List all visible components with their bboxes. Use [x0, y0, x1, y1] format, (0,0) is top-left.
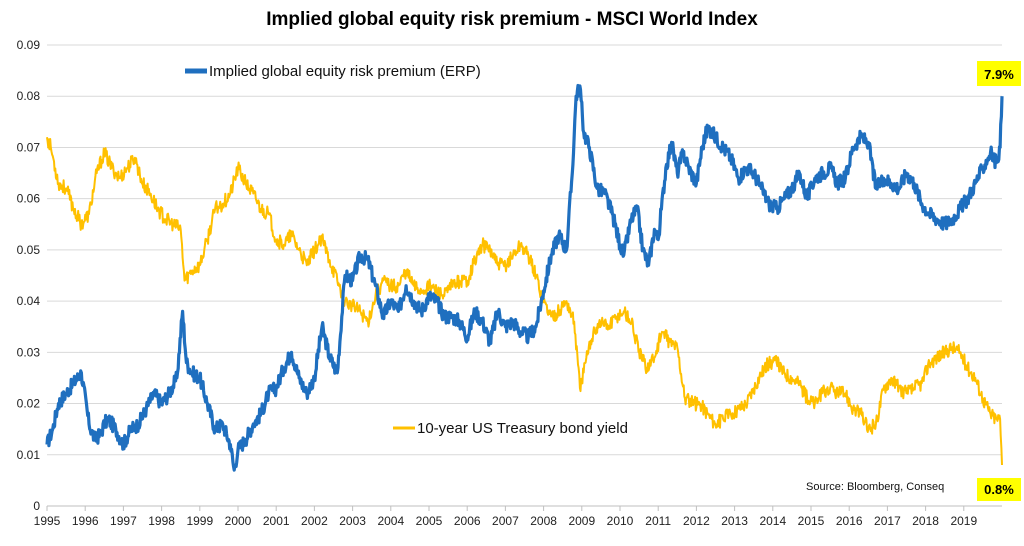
y-tick-label: 0.08: [17, 89, 41, 103]
x-tick-label: 2017: [874, 514, 901, 528]
chart-title: Implied global equity risk premium - MSC…: [266, 9, 758, 30]
series-lines: [45, 83, 1004, 472]
x-tick-label: 2019: [950, 514, 977, 528]
series-line-erp: [45, 83, 1004, 472]
axes: 0 0.01 0.02 0.03 0.04 0.05 0.06 0.07 0.08 0.09 199…: [17, 38, 1002, 528]
x-tick-label: 2016: [836, 514, 863, 528]
erp-callout-label: 7.9%: [984, 67, 1014, 82]
x-tick-label: 2011: [645, 514, 671, 528]
x-tick-label: 2009: [568, 514, 595, 528]
x-tick-label: 2015: [798, 514, 825, 528]
x-tick-label: 2014: [759, 514, 786, 528]
y-tick-label: 0.06: [17, 192, 41, 206]
x-tick-label: 2010: [607, 514, 634, 528]
y-tick-label: 0.09: [17, 38, 41, 52]
y-tick-label: 0.01: [17, 448, 41, 462]
x-tick-label: 2001: [263, 514, 290, 528]
source-note: Source: Bloomberg, Conseq: [806, 481, 944, 493]
x-tick-label: 1996: [72, 514, 99, 528]
annotations: 7.9% 0.8% Source: Bloomberg, Conseq: [806, 61, 1021, 501]
y-tick-label: 0.04: [17, 294, 41, 308]
legend: Implied global equity risk premium (ERP)…: [185, 63, 628, 437]
x-tick-label: 1997: [110, 514, 137, 528]
x-tick-label: 1998: [148, 514, 175, 528]
y-tick-label: 0.03: [17, 345, 41, 359]
y-tick-label: 0.07: [17, 140, 41, 154]
erp-callout-box: [977, 61, 1021, 86]
x-tick-label: 2008: [530, 514, 557, 528]
x-tick-label: 2007: [492, 514, 519, 528]
x-tick-label: 2006: [454, 514, 481, 528]
yield-callout-label: 0.8%: [984, 482, 1014, 497]
x-tick-label: 2003: [339, 514, 366, 528]
x-tick-label: 2013: [721, 514, 748, 528]
y-tick-label: 0.05: [17, 243, 41, 257]
y-tick-label: 0.02: [17, 397, 41, 411]
x-tick-label: 2018: [912, 514, 939, 528]
x-tick-label: 1999: [186, 514, 213, 528]
series-line-yield: [46, 137, 1003, 466]
y-tick-label: 0: [33, 499, 40, 513]
x-tick-label: 2004: [377, 514, 404, 528]
x-tick-label: 2002: [301, 514, 328, 528]
x-tick-label: 2005: [416, 514, 443, 528]
x-tick-label: 2000: [225, 514, 252, 528]
legend-label-yield: 10-year US Treasury bond yield: [417, 420, 628, 437]
x-tick-label: 1995: [34, 514, 61, 528]
yield-callout-box: [977, 478, 1021, 501]
x-tick-label: 2012: [683, 514, 710, 528]
legend-label-erp: Implied global equity risk premium (ERP): [209, 63, 481, 80]
